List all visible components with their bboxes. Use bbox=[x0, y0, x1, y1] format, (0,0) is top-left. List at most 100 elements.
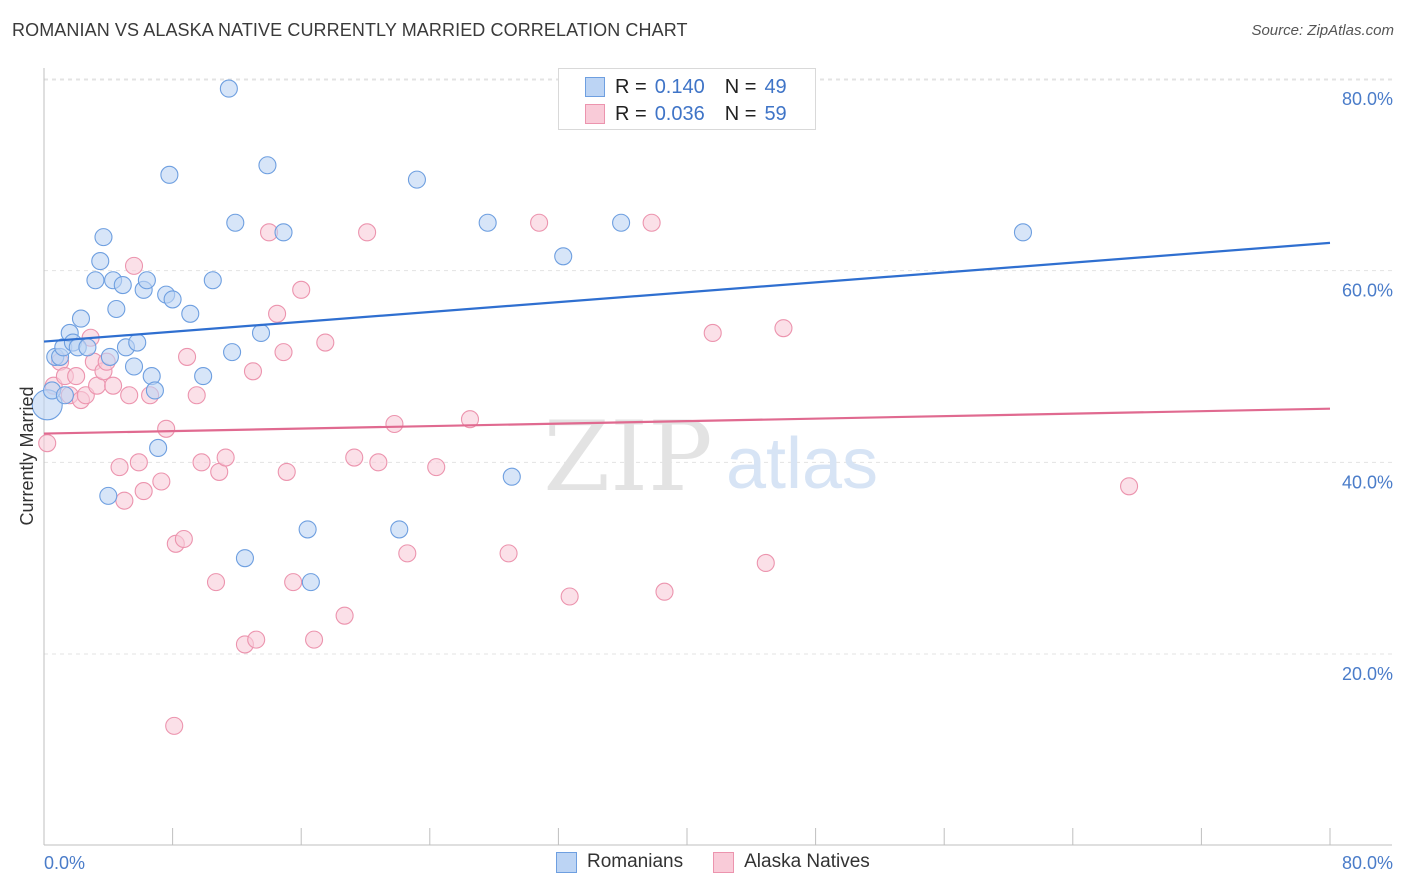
point-alaska-native bbox=[157, 419, 176, 438]
point-alaska-native bbox=[152, 472, 171, 491]
point-alaska-native bbox=[385, 414, 404, 434]
point-romanian bbox=[612, 213, 631, 232]
point-romanian bbox=[128, 333, 147, 352]
axes bbox=[43, 68, 1392, 846]
point-alaska-native bbox=[124, 256, 144, 275]
legend-item-alaska-natives[interactable]: Alaska Natives bbox=[713, 851, 870, 873]
legend-swatch-pink bbox=[713, 851, 735, 873]
correlation-legend: R = 0.140 N = 49 R = 0.036 N = 59 bbox=[558, 68, 816, 130]
point-romanian bbox=[160, 165, 179, 184]
point-alaska-native bbox=[642, 213, 661, 232]
y-tick-label: 80.0% bbox=[1342, 89, 1393, 109]
y-tick-label: 20.0% bbox=[1342, 664, 1393, 684]
point-romanian bbox=[94, 228, 113, 247]
point-alaska-native bbox=[277, 462, 296, 481]
point-alaska-native bbox=[115, 491, 134, 510]
x-tick-label-max: 80.0% bbox=[1342, 853, 1393, 873]
legend-label-alaska-natives: Alaska Natives bbox=[744, 851, 870, 872]
point-romanian bbox=[163, 290, 182, 309]
point-alaska-native bbox=[460, 410, 480, 429]
point-alaska-native bbox=[129, 453, 148, 472]
point-alaska-native bbox=[335, 606, 354, 625]
legend-r-label: R = bbox=[615, 102, 647, 125]
point-alaska-native bbox=[1120, 477, 1139, 496]
point-romanian bbox=[100, 347, 119, 366]
trend-lines bbox=[43, 241, 1331, 435]
point-alaska-native bbox=[178, 347, 197, 366]
points-romanians bbox=[31, 79, 1033, 592]
legend-r-value: 0.036 bbox=[654, 102, 705, 125]
legend-r-label: R = bbox=[615, 75, 647, 98]
point-romanian bbox=[203, 271, 222, 290]
x-tick-label-min: 0.0% bbox=[44, 853, 85, 873]
point-romanian bbox=[251, 323, 271, 343]
point-romanian bbox=[181, 304, 200, 323]
legend-label-romanians: Romanians bbox=[587, 851, 684, 872]
point-alaska-native bbox=[165, 716, 184, 735]
point-alaska-native bbox=[206, 573, 226, 592]
point-alaska-native bbox=[120, 386, 139, 405]
point-alaska-native bbox=[305, 630, 324, 649]
point-alaska-native bbox=[560, 587, 579, 606]
point-romanian bbox=[235, 549, 254, 568]
point-alaska-native bbox=[174, 529, 193, 549]
point-romanian bbox=[407, 170, 426, 189]
point-romanian bbox=[301, 573, 320, 592]
y-tick-label: 60.0% bbox=[1342, 281, 1393, 301]
point-romanian bbox=[226, 213, 245, 232]
point-alaska-native bbox=[243, 362, 263, 381]
points-alaska-natives bbox=[38, 213, 1139, 735]
point-romanian bbox=[298, 520, 317, 539]
point-romanian bbox=[258, 156, 277, 175]
point-romanian bbox=[145, 381, 164, 400]
point-romanian bbox=[124, 357, 144, 376]
point-romanian bbox=[78, 338, 97, 357]
point-alaska-native bbox=[67, 367, 86, 386]
point-alaska-native bbox=[703, 323, 722, 343]
legend-row-alaska-natives: R = 0.036 N = 59 bbox=[585, 101, 787, 127]
watermark-atlas: atlas bbox=[726, 424, 878, 504]
point-romanian bbox=[107, 299, 126, 319]
point-romanian bbox=[99, 486, 118, 505]
legend-item-romanians[interactable]: Romanians bbox=[556, 851, 683, 873]
point-romanian bbox=[390, 520, 409, 539]
point-alaska-native bbox=[427, 458, 446, 477]
point-alaska-native bbox=[316, 333, 335, 352]
point-alaska-native bbox=[38, 434, 57, 453]
point-alaska-native bbox=[774, 319, 793, 338]
legend-swatch-pink bbox=[585, 104, 605, 124]
point-alaska-native bbox=[134, 482, 153, 501]
trendline-romanians bbox=[43, 241, 1331, 343]
series-legend: Romanians Alaska Natives bbox=[556, 851, 900, 873]
point-alaska-native bbox=[268, 304, 287, 323]
chart-title: ROMANIAN VS ALASKA NATIVE CURRENTLY MARR… bbox=[12, 20, 688, 40]
point-romanian bbox=[478, 213, 497, 232]
point-romanian bbox=[137, 271, 156, 290]
legend-n-value: 59 bbox=[764, 102, 787, 125]
point-alaska-native bbox=[192, 453, 211, 472]
point-alaska-native bbox=[216, 448, 235, 467]
point-alaska-native bbox=[284, 573, 303, 592]
legend-r-value: 0.140 bbox=[654, 75, 705, 98]
point-romanian bbox=[91, 252, 110, 271]
point-romanian bbox=[113, 275, 132, 295]
y-axis-title: Currently Married bbox=[17, 386, 37, 525]
point-alaska-native bbox=[345, 448, 364, 467]
point-alaska-native bbox=[398, 544, 417, 563]
point-romanian bbox=[1013, 223, 1033, 242]
point-alaska-native bbox=[358, 223, 377, 242]
point-romanian bbox=[502, 467, 521, 486]
point-alaska-native bbox=[756, 553, 775, 573]
watermark-zip: ZIP bbox=[543, 401, 712, 513]
axis-labels: 20.0% 40.0% 60.0% 80.0% 0.0% 80.0% Currently M… bbox=[17, 89, 1393, 873]
point-romanian bbox=[194, 367, 213, 386]
legend-swatch-blue bbox=[585, 77, 605, 97]
source-label: Source: ZipAtlas.com bbox=[1251, 22, 1394, 39]
point-romanian bbox=[55, 386, 74, 405]
point-romanian bbox=[71, 309, 91, 328]
legend-n-label: N = bbox=[724, 102, 757, 125]
point-romanian bbox=[149, 438, 168, 458]
point-alaska-native bbox=[655, 582, 674, 601]
point-alaska-native bbox=[110, 458, 129, 477]
